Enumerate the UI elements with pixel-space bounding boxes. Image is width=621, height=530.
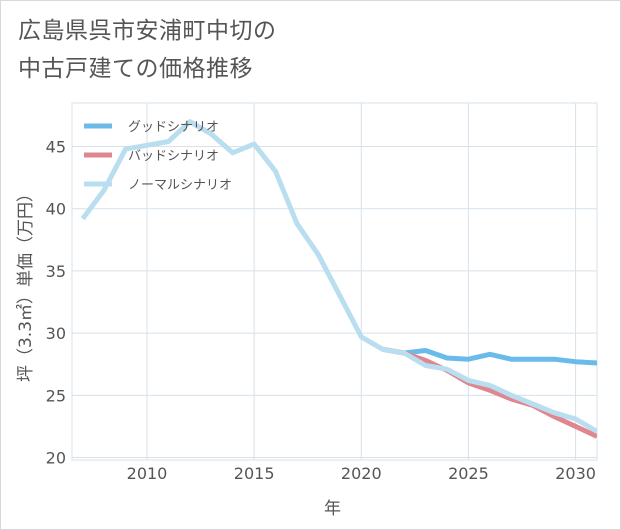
chart-title: 広島県呉市安浦町中切の 中古戸建ての価格推移 [18, 12, 277, 88]
x-tick-label: 2020 [341, 464, 382, 483]
plot-area [71, 102, 598, 461]
y-tick-label: 35 [46, 262, 66, 281]
x-tick-label: 2010 [127, 464, 168, 483]
legend-label: ノーマルシナリオ [128, 178, 232, 193]
series-line-good [382, 346, 597, 366]
series-lines [80, 119, 597, 439]
y-tick-label: 30 [46, 324, 66, 343]
y-tick-label: 40 [46, 200, 66, 219]
chart-title-line-2: 中古戸建ての価格推移 [18, 56, 253, 82]
y-axis-label: 坪（3.3㎡）単価（万円） [16, 185, 36, 382]
grid-lines [71, 102, 598, 461]
x-tick-label: 2030 [555, 464, 596, 483]
y-tick-label: 45 [46, 138, 66, 157]
legend-label: グッドシナリオ [128, 120, 219, 135]
y-tick-label: 20 [46, 449, 66, 468]
legend-label: バッドシナリオ [128, 149, 219, 164]
x-tick-label: 2015 [234, 464, 275, 483]
x-tick-label: 2025 [448, 464, 489, 483]
series-line-bad [382, 346, 597, 439]
x-axis-label: 年 [324, 499, 341, 519]
series-line-normal [80, 119, 597, 434]
y-tick-label: 25 [46, 386, 66, 405]
chart-title-line-1: 広島県呉市安浦町中切の [18, 18, 277, 44]
